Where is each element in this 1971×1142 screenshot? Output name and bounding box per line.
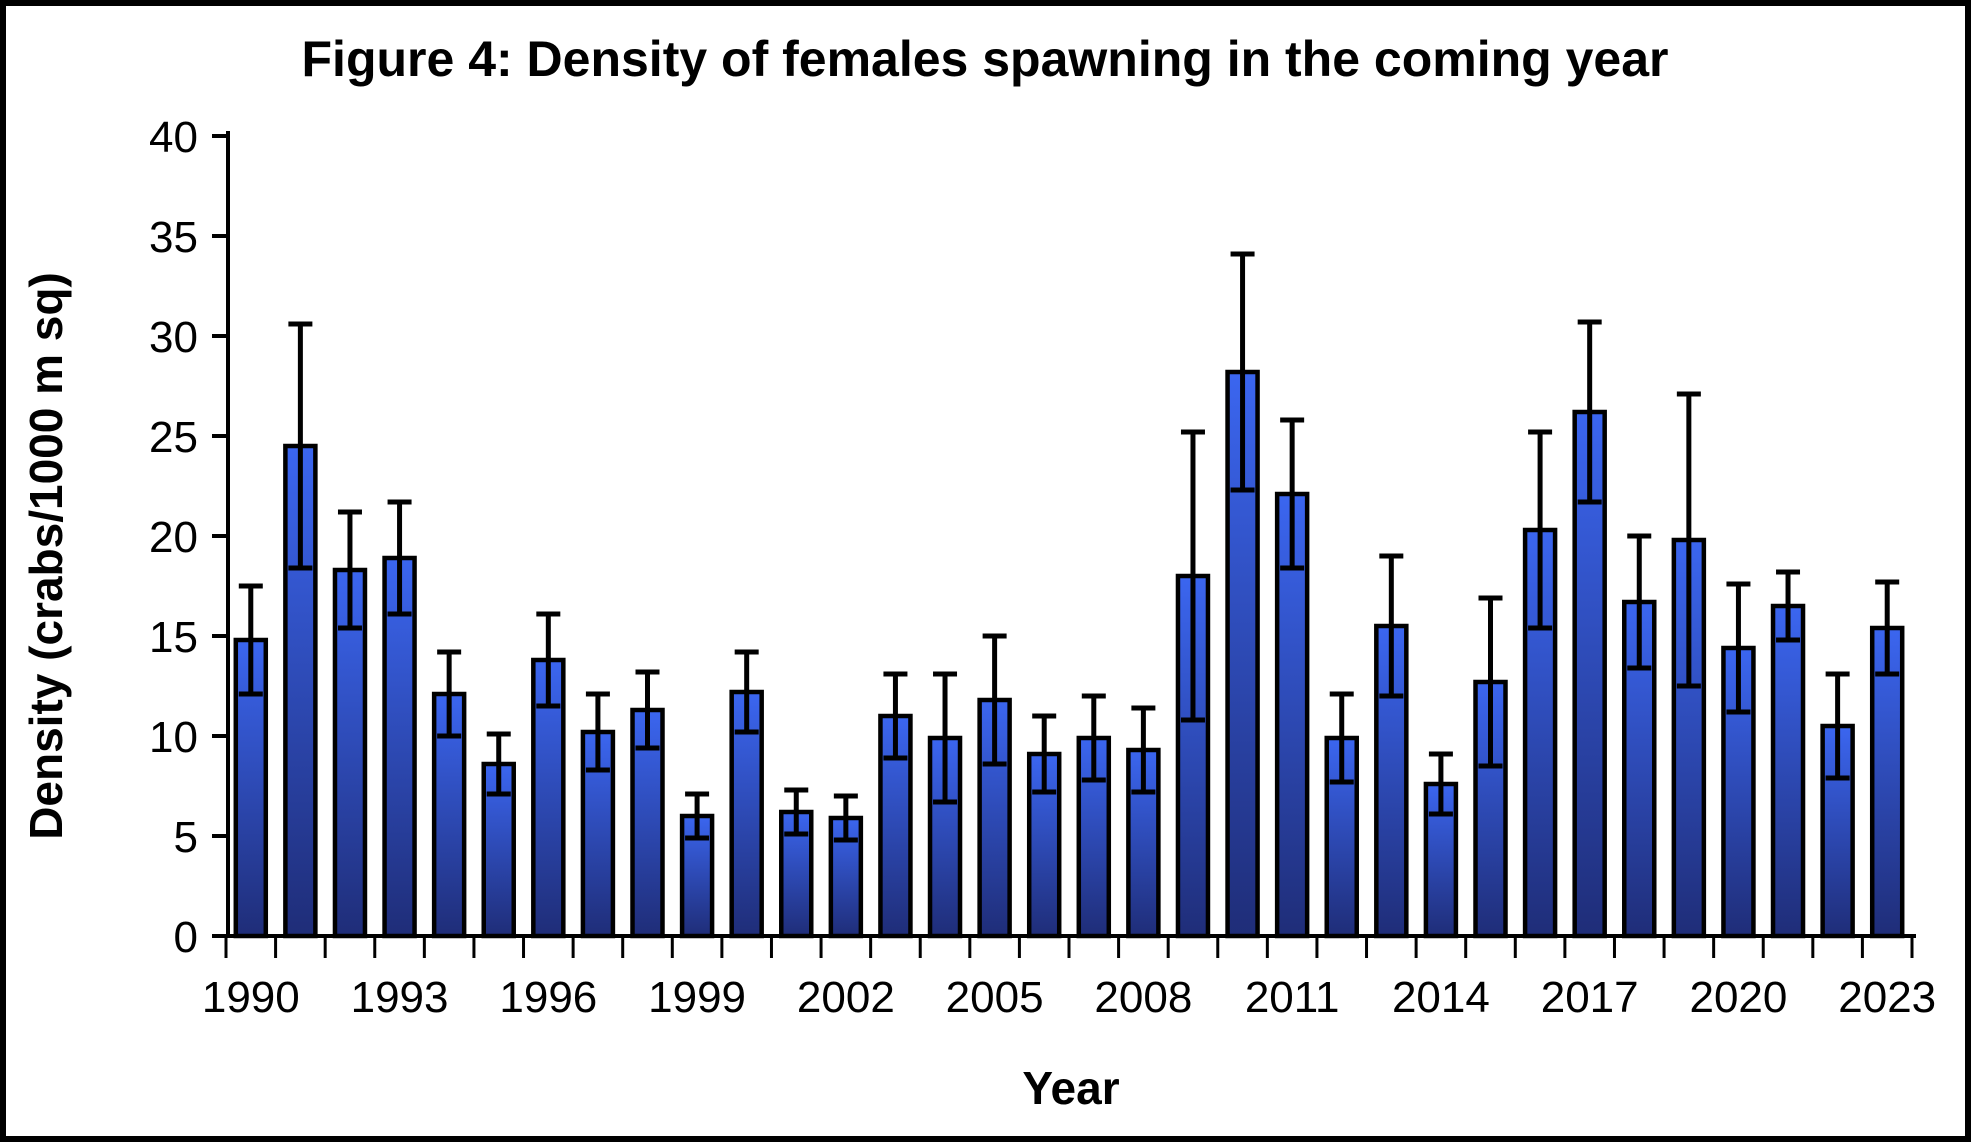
y-tick-label: 30	[149, 313, 198, 362]
x-tick-label: 1990	[202, 973, 300, 1022]
x-tick-label: 1996	[499, 973, 597, 1022]
x-tick-label: 2002	[797, 973, 895, 1022]
x-axis-tick-labels: 1990 1993 1996 1999 2002 2005 2008 2011 2014 2017…	[202, 973, 1936, 1022]
y-tick-label: 15	[149, 613, 198, 662]
x-tick-label: 2008	[1094, 973, 1192, 1022]
y-tick-label: 0	[174, 913, 198, 962]
y-axis-ticks: 0 5 10 15 20 25 30 35 40	[149, 113, 228, 962]
x-tick-label: 2011	[1245, 973, 1340, 1022]
bar	[1869, 625, 1905, 939]
x-tick-label: 2023	[1838, 973, 1936, 1022]
x-tick-label: 2014	[1392, 973, 1490, 1022]
y-tick-label: 40	[149, 113, 198, 162]
y-tick-label: 5	[174, 813, 198, 862]
error-bars	[238, 251, 1900, 843]
chart-title: Figure 4: Density of females spawning in…	[302, 31, 1669, 87]
x-tick-label: 1993	[351, 973, 449, 1022]
x-tick-label: 1999	[648, 973, 746, 1022]
x-axis-ticks	[224, 938, 1914, 958]
y-tick-label: 10	[149, 713, 198, 762]
bars	[233, 369, 1905, 939]
bar	[1770, 603, 1806, 939]
y-tick-label: 20	[149, 513, 198, 562]
y-tick-label: 35	[149, 213, 198, 262]
x-axis-title: Year	[1022, 1062, 1119, 1114]
y-tick-label: 25	[149, 413, 198, 462]
x-tick-label: 2005	[946, 973, 1044, 1022]
y-axis-title: Density (crabs/1000 m sq)	[20, 272, 72, 840]
x-tick-label: 2017	[1541, 973, 1639, 1022]
x-tick-label: 2020	[1689, 973, 1787, 1022]
bar	[382, 555, 417, 939]
